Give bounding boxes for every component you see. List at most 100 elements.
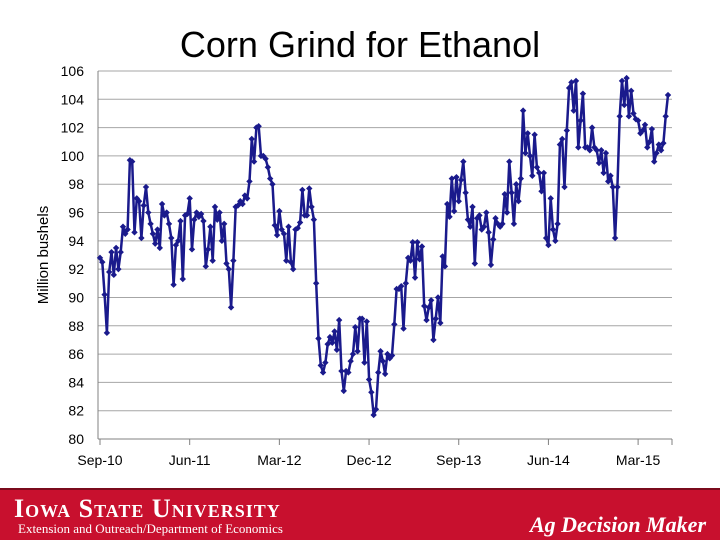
x-tick-label: Dec-12 bbox=[346, 452, 391, 468]
data-point bbox=[490, 236, 497, 243]
data-point bbox=[464, 216, 472, 223]
data-point bbox=[276, 207, 283, 215]
y-tick-label: 82 bbox=[68, 403, 84, 419]
data-point bbox=[101, 291, 108, 298]
data-point bbox=[425, 304, 433, 311]
data-point bbox=[439, 253, 446, 260]
data-point bbox=[586, 147, 594, 154]
data-point bbox=[538, 188, 545, 195]
data-point bbox=[326, 333, 334, 341]
data-point bbox=[138, 234, 145, 242]
data-point bbox=[565, 84, 573, 92]
data-point bbox=[154, 226, 161, 233]
data-point bbox=[223, 260, 230, 267]
department-label: Extension and Outreach/Department of Eco… bbox=[18, 521, 283, 536]
data-point bbox=[418, 243, 426, 250]
y-tick-label: 100 bbox=[61, 148, 85, 164]
data-point bbox=[533, 164, 541, 171]
data-point bbox=[660, 139, 667, 147]
data-point bbox=[547, 195, 554, 202]
data-point bbox=[163, 209, 170, 216]
data-point bbox=[618, 77, 626, 85]
data-point bbox=[480, 223, 488, 230]
data-point bbox=[559, 135, 566, 143]
data-point bbox=[662, 113, 669, 120]
data-point bbox=[377, 348, 384, 355]
x-tick-label: Mar-12 bbox=[257, 452, 302, 468]
data-point bbox=[239, 200, 246, 208]
data-point bbox=[310, 216, 318, 223]
data-point bbox=[262, 155, 269, 162]
y-tick-label: 98 bbox=[68, 176, 84, 192]
data-point bbox=[211, 203, 219, 211]
corn-grind-chart: 80 82 84 86 88 90 92 94 96 98 100 102 104 106 Sep-10 Ju… bbox=[35, 63, 673, 468]
data-point bbox=[128, 158, 136, 165]
data-point bbox=[317, 362, 324, 369]
data-point bbox=[524, 130, 531, 137]
data-point bbox=[556, 141, 564, 148]
data-point bbox=[246, 178, 253, 185]
data-point bbox=[308, 203, 315, 211]
brand-label: Ag Decision Maker bbox=[530, 512, 706, 537]
data-point bbox=[609, 183, 617, 191]
x-tick-label: Jun-11 bbox=[169, 452, 211, 468]
data-point bbox=[623, 74, 630, 82]
data-point bbox=[598, 147, 605, 154]
data-point bbox=[391, 321, 398, 328]
y-tick-label: 84 bbox=[68, 374, 84, 390]
data-point bbox=[508, 189, 515, 196]
y-tick-label: 90 bbox=[68, 289, 84, 305]
data-point bbox=[510, 220, 518, 228]
data-point bbox=[469, 203, 476, 211]
data-point bbox=[333, 346, 341, 354]
y-tick-label: 106 bbox=[61, 63, 85, 79]
data-point bbox=[207, 223, 214, 230]
data-point bbox=[96, 254, 104, 262]
data-point bbox=[423, 316, 430, 324]
data-point bbox=[554, 220, 561, 228]
data-point bbox=[657, 147, 665, 154]
data-point bbox=[361, 359, 368, 366]
data-point bbox=[437, 319, 444, 327]
data-point bbox=[402, 280, 410, 287]
data-point bbox=[483, 209, 490, 216]
data-point bbox=[570, 107, 577, 114]
data-point bbox=[329, 339, 336, 346]
data-point bbox=[411, 274, 419, 281]
data-point bbox=[605, 178, 612, 185]
data-point bbox=[156, 244, 163, 252]
data-point bbox=[492, 215, 499, 222]
data-point bbox=[637, 130, 644, 137]
data-point bbox=[250, 158, 258, 165]
data-point bbox=[446, 213, 453, 220]
data-point bbox=[409, 239, 416, 246]
data-point bbox=[414, 239, 421, 246]
data-point bbox=[572, 77, 580, 85]
data-point bbox=[296, 219, 304, 226]
y-tick-label: 102 bbox=[61, 120, 85, 136]
data-point bbox=[140, 202, 147, 209]
y-tick-label: 92 bbox=[68, 261, 84, 277]
data-point bbox=[634, 117, 642, 124]
data-point bbox=[545, 241, 552, 249]
y-axis-label: Million bushels bbox=[35, 206, 52, 304]
data-point bbox=[227, 304, 235, 311]
data-point bbox=[455, 198, 462, 205]
data-point bbox=[577, 117, 584, 124]
data-point bbox=[531, 131, 538, 138]
data-point bbox=[181, 212, 189, 219]
chart-title: Corn Grind for Ethanol bbox=[179, 24, 541, 65]
university-wordmark: Iowa State University bbox=[14, 494, 281, 523]
data-point bbox=[614, 183, 621, 191]
data-point bbox=[119, 223, 127, 230]
data-point bbox=[460, 158, 467, 165]
data-point bbox=[124, 226, 131, 233]
data-point bbox=[575, 144, 582, 151]
data-point bbox=[184, 210, 191, 218]
data-point bbox=[526, 152, 534, 160]
data-point bbox=[368, 389, 375, 396]
data-point bbox=[273, 231, 281, 239]
data-point bbox=[165, 220, 173, 228]
data-point bbox=[552, 237, 559, 245]
data-point bbox=[639, 127, 646, 134]
